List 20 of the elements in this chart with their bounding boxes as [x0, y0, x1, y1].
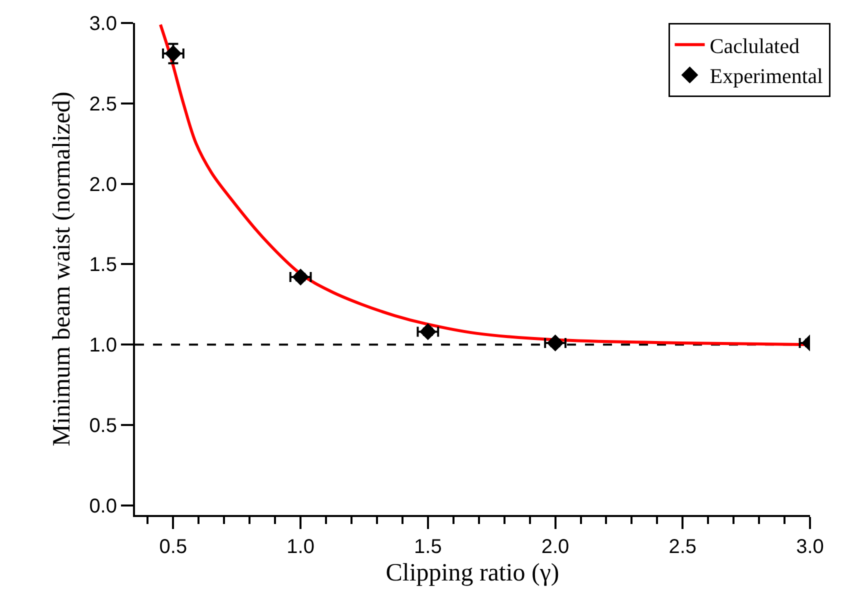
x-tick-label: 2.0 — [541, 536, 570, 558]
x-axis-title: Clipping ratio (γ) — [386, 560, 560, 586]
legend-label: Experimental — [710, 64, 824, 88]
y-axis-title: Minimum beam waist (normalized) — [48, 92, 76, 446]
x-tick-label: 1.0 — [286, 536, 314, 558]
x-tick-label: 0.5 — [159, 536, 188, 558]
x-tick-label: 1.5 — [414, 536, 442, 558]
x-tick-label: 3.0 — [796, 536, 824, 558]
point — [419, 323, 436, 340]
legend-label: Caclulated — [710, 34, 800, 58]
y-tick-label: 1.0 — [89, 334, 117, 357]
point — [292, 268, 310, 286]
y-tick-label: 2.5 — [89, 93, 117, 116]
x-tick-label: 2.5 — [668, 536, 697, 558]
y-tick-label: 1.5 — [89, 254, 117, 276]
y-tick-label: 0.5 — [89, 414, 117, 437]
point — [546, 334, 564, 352]
y-tick-label: 0.0 — [89, 495, 117, 518]
y-tick-label: 2.0 — [89, 174, 117, 196]
y-tick-label: 3.0 — [89, 13, 117, 35]
